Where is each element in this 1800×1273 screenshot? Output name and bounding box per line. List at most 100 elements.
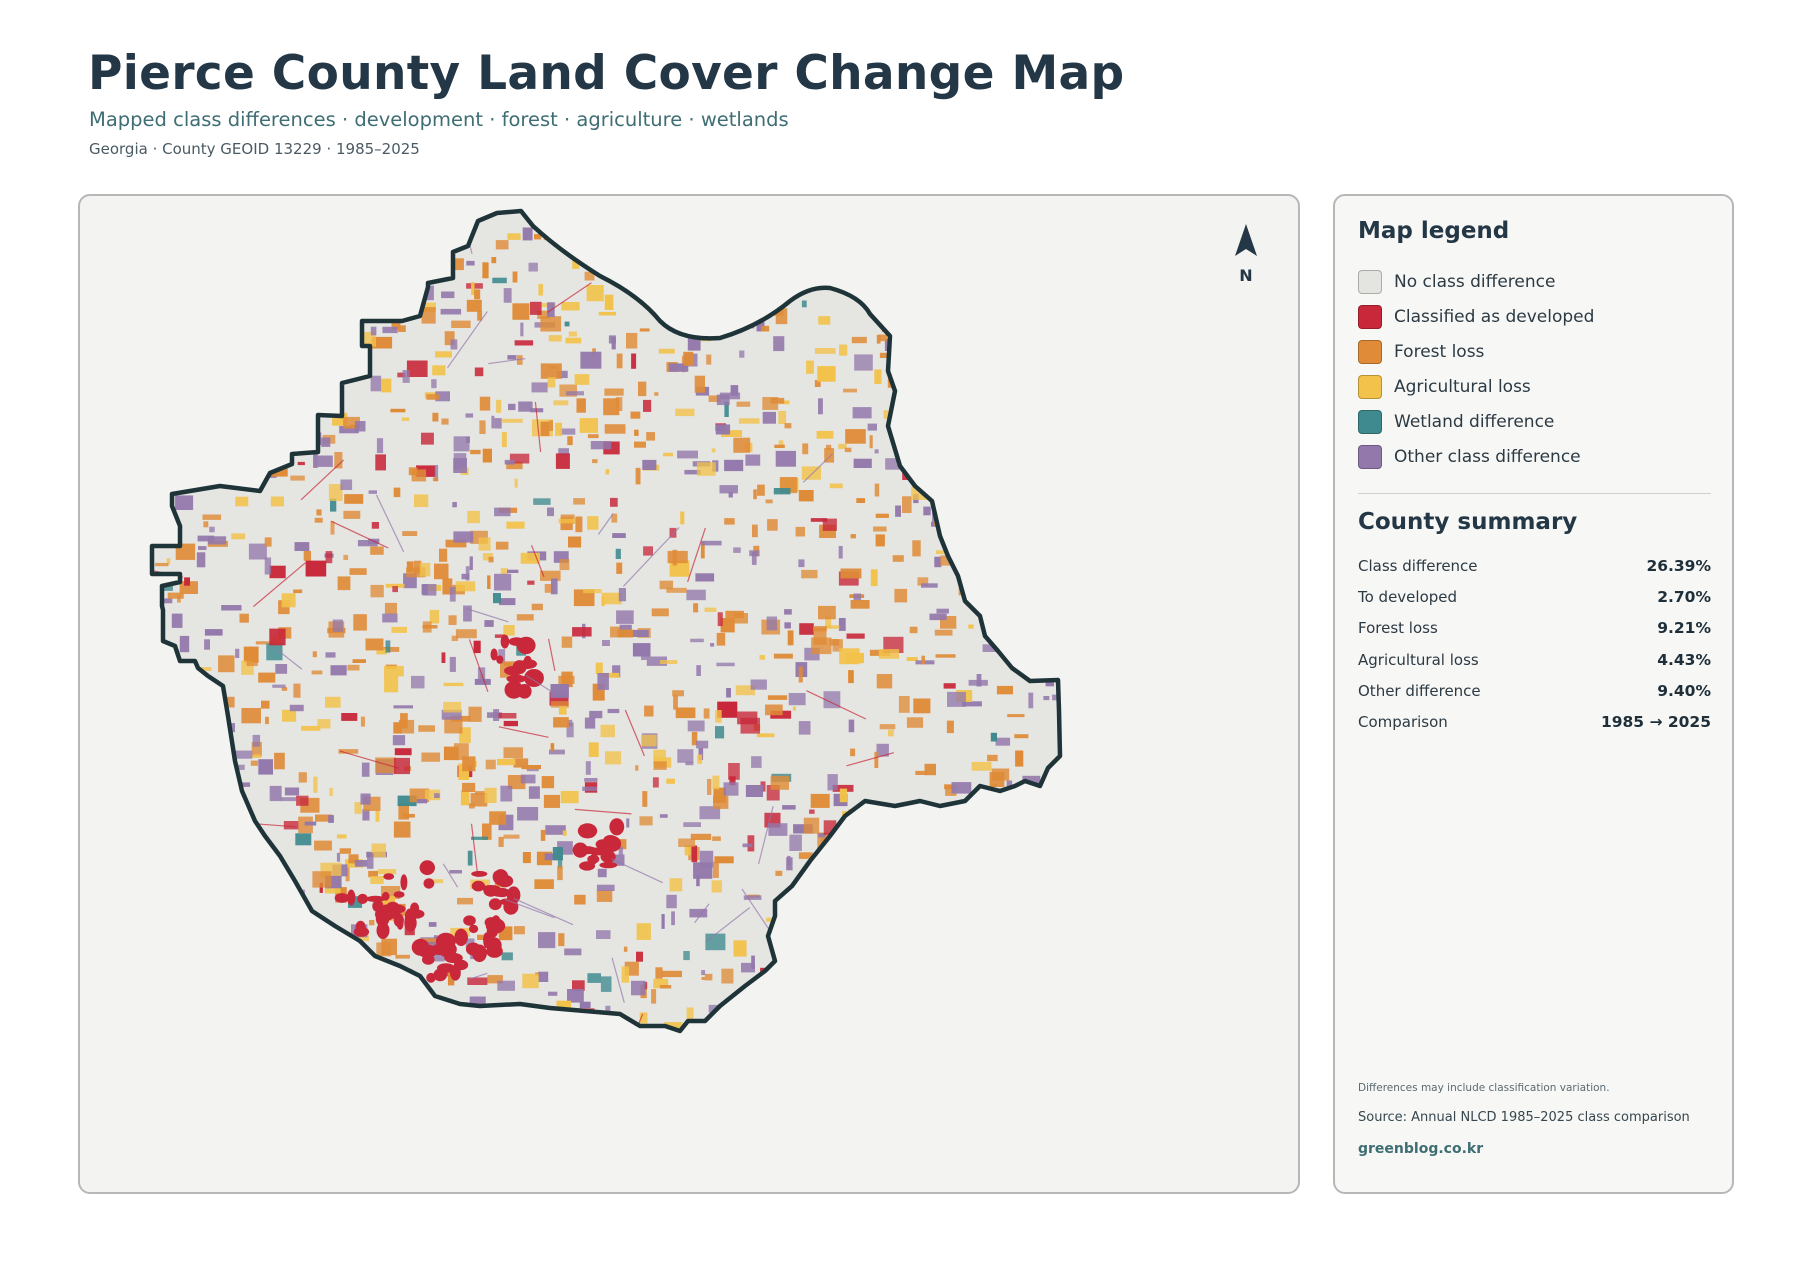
change-patch bbox=[678, 838, 696, 847]
change-patch bbox=[879, 989, 887, 994]
change-patch bbox=[943, 959, 951, 976]
developed-patch bbox=[423, 878, 435, 889]
change-patch bbox=[929, 350, 933, 362]
change-patch bbox=[767, 695, 788, 700]
change-patch bbox=[942, 250, 961, 259]
change-patch bbox=[663, 452, 673, 457]
change-patch bbox=[208, 375, 227, 384]
change-patch bbox=[212, 230, 230, 245]
change-patch bbox=[564, 948, 582, 956]
change-patch bbox=[432, 412, 439, 422]
change-patch bbox=[184, 577, 190, 586]
change-patch bbox=[1063, 548, 1072, 563]
linear-feature bbox=[898, 915, 942, 957]
change-patch bbox=[1043, 696, 1050, 701]
change-patch bbox=[1044, 313, 1060, 322]
change-patch bbox=[1061, 971, 1077, 984]
change-patch bbox=[170, 947, 184, 963]
change-patch bbox=[321, 437, 331, 447]
change-patch bbox=[312, 651, 317, 658]
change-patch bbox=[205, 450, 216, 464]
change-patch bbox=[393, 722, 402, 734]
change-patch bbox=[354, 860, 368, 867]
change-patch bbox=[909, 466, 931, 479]
change-patch bbox=[390, 408, 406, 413]
change-patch bbox=[553, 400, 569, 406]
change-patch bbox=[376, 942, 392, 957]
change-patch bbox=[723, 782, 739, 796]
change-patch bbox=[600, 976, 612, 992]
change-patch bbox=[773, 653, 793, 659]
change-patch bbox=[484, 620, 494, 627]
change-patch bbox=[774, 258, 780, 272]
change-patch bbox=[895, 423, 913, 433]
change-patch bbox=[1051, 882, 1057, 893]
legend-swatch bbox=[1358, 374, 1382, 399]
change-patch bbox=[616, 562, 623, 574]
change-patch bbox=[967, 1030, 981, 1031]
change-patch bbox=[845, 948, 865, 958]
change-patch bbox=[248, 263, 268, 274]
change-patch bbox=[737, 1020, 757, 1024]
map-panel[interactable] bbox=[78, 194, 1300, 1194]
change-patch bbox=[234, 1007, 253, 1023]
change-patch bbox=[401, 417, 410, 421]
change-patch bbox=[788, 1003, 800, 1010]
change-patch bbox=[479, 396, 491, 411]
change-patch bbox=[209, 931, 222, 947]
county-map[interactable] bbox=[80, 196, 1300, 1194]
change-patch bbox=[892, 555, 904, 562]
change-patch bbox=[432, 477, 439, 482]
change-patch bbox=[538, 932, 556, 949]
change-patch bbox=[611, 1031, 631, 1043]
change-patch bbox=[552, 847, 563, 861]
linear-feature bbox=[289, 961, 349, 976]
change-patch bbox=[679, 279, 697, 286]
change-patch bbox=[503, 834, 520, 839]
change-patch bbox=[818, 605, 836, 620]
change-patch bbox=[696, 462, 716, 476]
change-patch bbox=[674, 258, 682, 266]
change-patch bbox=[883, 636, 904, 653]
change-patch bbox=[921, 583, 938, 588]
change-patch bbox=[1040, 560, 1050, 577]
site-link[interactable]: greenblog.co.kr bbox=[1358, 1141, 1484, 1157]
change-patch bbox=[992, 548, 1003, 565]
change-patch bbox=[701, 540, 722, 546]
change-patch bbox=[835, 1006, 844, 1021]
change-patch bbox=[761, 260, 782, 277]
change-patch bbox=[444, 717, 463, 734]
developed-patch bbox=[577, 823, 598, 839]
change-patch bbox=[659, 814, 668, 818]
change-patch bbox=[270, 952, 276, 958]
change-patch bbox=[857, 231, 876, 235]
change-patch bbox=[202, 243, 217, 250]
change-patch bbox=[191, 874, 205, 890]
change-patch bbox=[971, 761, 992, 771]
change-patch bbox=[929, 613, 947, 621]
change-patch bbox=[402, 813, 415, 818]
change-patch bbox=[444, 331, 455, 346]
change-patch bbox=[313, 365, 333, 374]
change-patch bbox=[503, 747, 523, 759]
change-patch bbox=[876, 743, 889, 757]
change-patch bbox=[229, 808, 233, 817]
linear-feature bbox=[442, 863, 459, 888]
change-patch bbox=[177, 903, 183, 914]
change-patch bbox=[565, 337, 582, 344]
change-patch bbox=[940, 555, 951, 566]
change-patch bbox=[233, 1003, 254, 1014]
change-patch bbox=[258, 672, 276, 683]
change-patch bbox=[955, 299, 971, 309]
change-patch bbox=[893, 983, 903, 989]
change-patch bbox=[921, 655, 925, 665]
change-patch bbox=[705, 933, 726, 951]
change-patch bbox=[806, 233, 821, 244]
change-patch bbox=[245, 355, 255, 366]
change-patch bbox=[698, 748, 704, 760]
change-patch bbox=[188, 779, 204, 784]
change-patch bbox=[564, 321, 570, 327]
change-patch bbox=[450, 339, 458, 350]
change-patch bbox=[293, 589, 303, 594]
change-patch bbox=[829, 639, 840, 646]
